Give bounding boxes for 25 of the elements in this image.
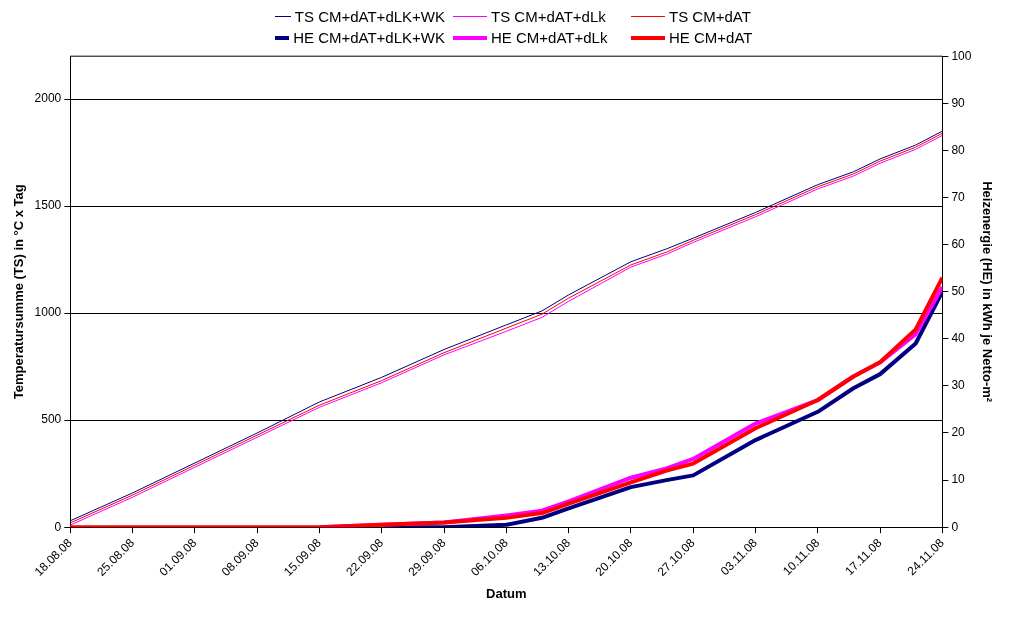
y2-tick-label: 10 (951, 472, 966, 487)
x-axis-title: Datum (486, 585, 527, 601)
y-axis-title: Temperatursumme (TS) in °C x Tag (11, 184, 27, 400)
legend-label: TS CM+dAT+dLK+WK (294, 8, 445, 25)
y-tick-label: 1500 (34, 198, 62, 213)
y-tick-label: 2000 (34, 91, 62, 106)
legend-label: HE CM+dAT+dLK+WK (293, 29, 445, 46)
legend-label: TS CM+dAT (669, 8, 751, 25)
y2-tick-label: 90 (951, 95, 966, 110)
y2-tick-label: 80 (951, 142, 966, 157)
y2-tick-label: 60 (951, 236, 966, 251)
y-tick-label: 1000 (34, 305, 62, 320)
y2-tick-label: 70 (951, 189, 966, 204)
y2-tick-label: 40 (951, 331, 966, 346)
legend-label: TS CM+dAT+dLk (491, 8, 606, 25)
y2-tick-label: 100 (951, 48, 972, 63)
legend-label: HE CM+dAT (669, 29, 753, 46)
y-tick-label: 0 (54, 519, 62, 534)
y2-tick-label: 30 (951, 378, 966, 393)
y2-tick-label: 0 (951, 519, 959, 534)
y2-tick-label: 20 (951, 425, 966, 440)
y-tick-label: 500 (41, 412, 62, 427)
y2-axis-title: Heizenergie (HE) in kWh je Netto-m² (979, 181, 995, 403)
legend-label: HE CM+dAT+dLk (491, 29, 608, 46)
y2-tick-label: 50 (951, 284, 966, 299)
